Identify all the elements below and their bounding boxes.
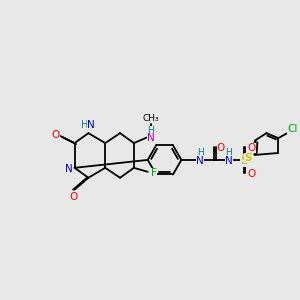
Text: O: O [248,169,256,179]
Text: H: H [226,148,232,158]
Text: N: N [225,156,233,166]
Text: S: S [240,154,249,167]
Text: O: O [248,143,256,153]
Text: N: N [147,133,154,143]
Text: H: H [147,126,154,135]
Text: F: F [151,168,157,178]
Text: S: S [244,153,251,163]
Text: O: O [52,130,60,140]
Text: H: H [81,120,88,130]
Text: N: N [65,164,73,174]
Text: O: O [217,143,225,153]
Text: N: N [86,120,94,130]
Text: CH₃: CH₃ [142,114,159,123]
Text: Cl: Cl [287,124,297,134]
Text: H: H [197,148,203,158]
Text: N: N [196,156,204,166]
Text: O: O [70,192,78,202]
